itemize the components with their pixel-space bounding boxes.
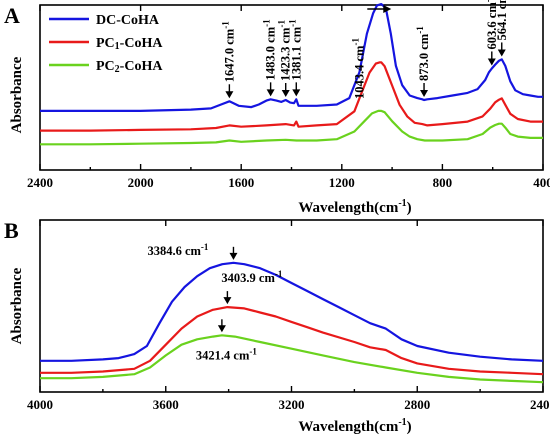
panel-a-x-axis-title-main: Wavelength(cm xyxy=(298,200,398,216)
x-tick-label: 3600 xyxy=(153,397,179,412)
annotation-label: 1423.3 cm-1 xyxy=(277,20,293,81)
annotation-sup: -1 xyxy=(220,21,230,29)
annotation-text: 1647.0 cm xyxy=(222,28,236,82)
annotation-label: 603.6 cm-1 xyxy=(483,0,499,49)
panel-a-series xyxy=(40,2,543,146)
panel-b-x-axis-title: Wavelength(cm-1) xyxy=(298,417,411,435)
panel-b-letter: B xyxy=(4,218,19,243)
panel-a-y-axis-title: Absorbance xyxy=(9,56,25,133)
x-tick-label: 2400 xyxy=(27,175,53,190)
annotation-label: 3403.9 cm-1 xyxy=(221,269,282,285)
panel-a-x-axis-title: Wavelength(cm-1) xyxy=(298,198,411,216)
annotation-sup: -1 xyxy=(415,26,425,34)
annotation-text: 3403.9 cm xyxy=(221,271,275,285)
annotation-arrowhead xyxy=(420,89,429,97)
annotation-arrowhead xyxy=(223,297,232,305)
x-tick-label: 3200 xyxy=(279,397,305,412)
annotation-arrowhead xyxy=(487,58,496,66)
panel-a-x-axis: 2400 2000 1600 1200 800 400 xyxy=(27,5,550,190)
panel-b-plot-frame xyxy=(39,219,544,393)
annotation-text: 1381.1 cm xyxy=(289,26,303,80)
annotation-sup: -1 xyxy=(287,19,297,27)
annotation-label: 873.0 cm-1 xyxy=(415,26,431,81)
series-line-pc2-coha xyxy=(40,109,543,146)
annotation-label: 1381.1 cm-1 xyxy=(287,19,303,80)
legend-label-pc2-coha: PC2-CoHA xyxy=(96,59,163,75)
panel-b-y-axis-title: Absorbance xyxy=(9,267,25,344)
legend-label-pc1-main: PC xyxy=(96,36,115,51)
x-tick-label: 400 xyxy=(533,175,550,190)
annotation-text: 564.1 cm xyxy=(495,0,509,40)
panel-b: B 40003600320028002400 3384.6 cm-13403.9… xyxy=(4,218,550,435)
panel-b-x-axis: 4000 3600 3200 2800 2400 xyxy=(27,220,550,412)
panel-a-x-axis-title-tail: ) xyxy=(407,200,412,216)
annotation-sup: -1 xyxy=(249,346,257,356)
annotation-label: 564.1 cm-1 xyxy=(493,0,509,40)
annotation-text: 603.6 cm xyxy=(485,2,499,50)
annotation-arrowhead xyxy=(497,49,506,57)
x-tick-label: 800 xyxy=(433,175,453,190)
annotation-label: 3384.6 cm-1 xyxy=(147,242,208,258)
annotation-text: 1043.4 cm xyxy=(352,45,366,99)
annotation-sup: -1 xyxy=(483,0,493,2)
panel-b-x-axis-title-tail: ) xyxy=(407,419,412,435)
annotation-label: 1647.0 cm-1 xyxy=(220,21,236,82)
x-tick-label: 1200 xyxy=(329,175,355,190)
x-tick-label: 4000 xyxy=(27,397,53,412)
legend-label-pc1-tail: -CoHA xyxy=(120,36,164,51)
x-tick-label: 2000 xyxy=(128,175,154,190)
panel-a-legend: DC-CoHA PC1-CoHA PC2-CoHA xyxy=(49,13,163,75)
legend-label-pc2-main: PC xyxy=(96,59,115,74)
legend-label-dc-coha: DC-CoHA xyxy=(96,13,160,28)
panel-b-series xyxy=(40,261,544,384)
legend-label-pc2-sub: 2 xyxy=(115,64,120,75)
annotation-text: 3384.6 cm xyxy=(147,244,201,258)
series-line-pc1-coha xyxy=(40,61,543,132)
annotation-sup: -1 xyxy=(201,242,209,252)
annotation-sup: -1 xyxy=(350,38,360,46)
annotation-label: 3421.4 cm-1 xyxy=(196,346,257,362)
legend-label-pc2-tail: -CoHA xyxy=(120,59,164,74)
panel-a-letter: A xyxy=(4,3,20,28)
annotation-arrowhead xyxy=(292,89,301,97)
annotation-label: 1483.0 cm-1 xyxy=(262,19,278,80)
x-tick-label: 2400 xyxy=(530,397,550,412)
annotation-arrowhead xyxy=(281,89,290,97)
panel-b-x-axis-title-main: Wavelength(cm xyxy=(298,419,398,435)
annotation-arrowhead xyxy=(229,252,238,260)
annotation-text: 1423.3 cm xyxy=(279,27,293,81)
annotation-text: 873.0 cm xyxy=(417,33,431,81)
annotation-sup: -1 xyxy=(275,269,283,279)
panel-a-x-axis-title-sup: -1 xyxy=(398,198,406,209)
x-tick-label: 1600 xyxy=(228,175,254,190)
series-line-pc2-coha xyxy=(40,334,544,384)
annotation-sup: -1 xyxy=(277,20,287,28)
annotation-arrowhead xyxy=(217,325,226,333)
panel-b-x-axis-title-sup: -1 xyxy=(398,417,406,428)
annotation-arrowhead xyxy=(383,5,392,13)
annotation-arrowhead xyxy=(266,89,275,97)
annotation-label: 1043.4 cm-1 xyxy=(350,38,366,99)
series-line-dc-coha xyxy=(40,2,543,113)
series-line-pc1-coha xyxy=(40,306,544,376)
annotation-text: 3421.4 cm xyxy=(196,348,250,362)
annotation-sup: -1 xyxy=(262,19,272,27)
series-line-dc-coha xyxy=(40,261,544,362)
annotation-text: 1483.0 cm xyxy=(264,26,278,80)
legend-label-pc1-coha: PC1-CoHA xyxy=(96,36,163,52)
legend-label-pc1-sub: 1 xyxy=(115,41,120,52)
x-tick-label: 2800 xyxy=(404,397,430,412)
panel-a: A 2400 2000 1600 1200 800 400 1647.0 cm-11483… xyxy=(4,0,550,216)
annotation-arrowhead xyxy=(225,91,234,99)
